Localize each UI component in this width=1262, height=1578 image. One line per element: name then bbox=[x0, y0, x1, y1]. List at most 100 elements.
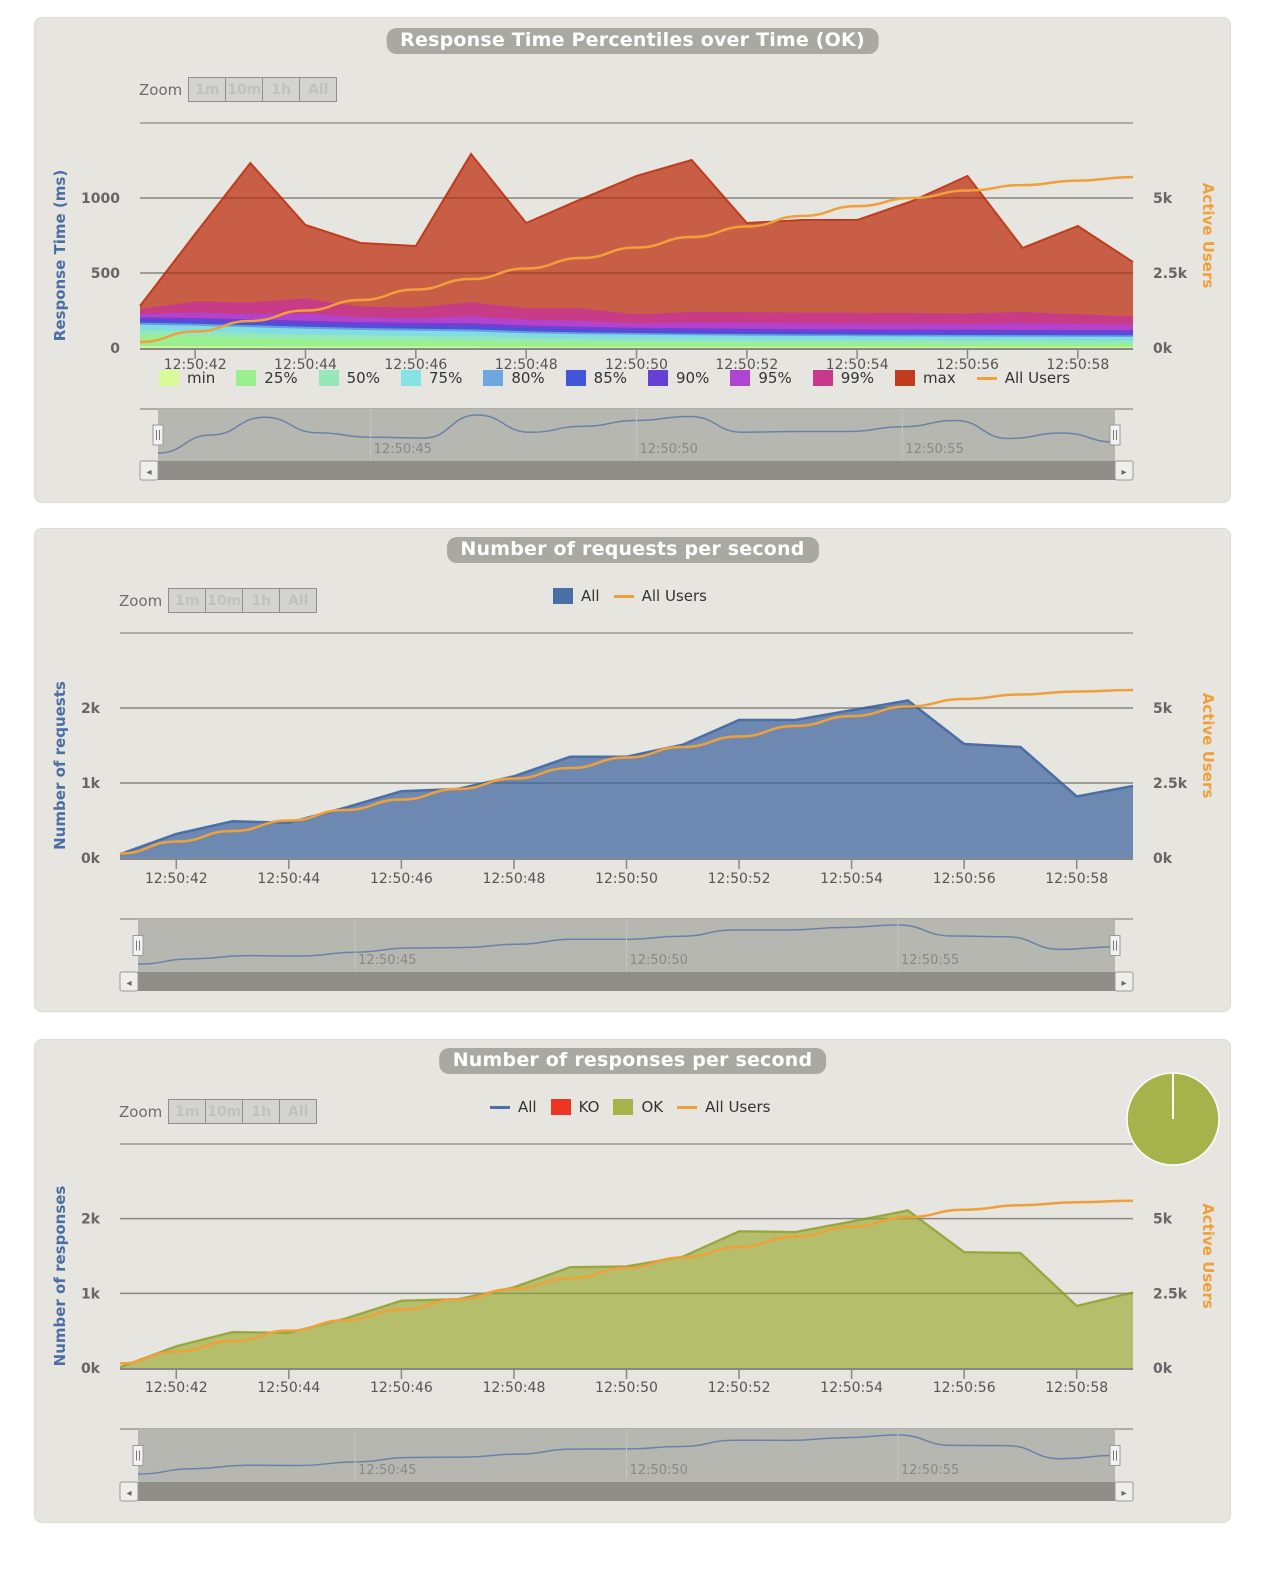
legend-item[interactable]: All Users bbox=[613, 587, 707, 605]
navigator-tick-label: 12:50:55 bbox=[901, 1463, 959, 1478]
legend-label: All Users bbox=[1004, 369, 1071, 387]
navigator-left-handle[interactable] bbox=[152, 424, 164, 446]
zoom-controls: Zoom 1m 10m 1h All bbox=[139, 77, 338, 102]
x-tick-label: 12:50:56 bbox=[933, 871, 996, 887]
legend-item[interactable]: KO bbox=[550, 1098, 600, 1116]
legend-label: 99% bbox=[840, 369, 875, 387]
scroll-button bbox=[1114, 1481, 1134, 1502]
legend-swatch bbox=[236, 370, 257, 386]
scrollbar-thumb[interactable] bbox=[158, 461, 1115, 480]
x-tick-label: 12:50:48 bbox=[482, 871, 545, 887]
zoom-10m-button[interactable]: 10m bbox=[205, 1099, 244, 1124]
zoom-1m-button[interactable]: 1m bbox=[188, 77, 227, 102]
scrollbar-left-arrow[interactable]: ◂ bbox=[119, 1481, 139, 1502]
y2-axis-title: Active Users bbox=[1199, 693, 1217, 799]
x-tick-label: 12:50:44 bbox=[257, 871, 320, 887]
x-tick-label: 12:50:56 bbox=[933, 1380, 996, 1396]
legend-item[interactable]: All bbox=[490, 1098, 537, 1116]
y-tick-label: 2k bbox=[81, 1212, 101, 1228]
y2-tick-label: 2.5k bbox=[1153, 776, 1188, 792]
navigator-right-handle[interactable] bbox=[1109, 935, 1121, 956]
x-tick-label: 12:50:56 bbox=[936, 357, 999, 373]
legend-item[interactable]: All Users bbox=[976, 369, 1071, 387]
scroll-button bbox=[139, 460, 159, 481]
zoom-1h-button[interactable]: 1h bbox=[262, 77, 301, 102]
x-tick-label: 12:50:48 bbox=[495, 357, 558, 373]
scrollbar-left-arrow[interactable]: ◂ bbox=[139, 460, 159, 481]
navigator-tick-label: 12:50:55 bbox=[905, 442, 963, 457]
handle-box bbox=[132, 1445, 144, 1466]
legend-item[interactable]: max bbox=[895, 369, 956, 387]
scrollbar-thumb[interactable] bbox=[138, 1482, 1115, 1501]
y2-tick-label: 5k bbox=[1153, 191, 1173, 207]
zoom-10m-button[interactable]: 10m bbox=[225, 77, 264, 102]
legend-item[interactable]: OK bbox=[613, 1098, 663, 1116]
zoom-all-button[interactable]: All bbox=[299, 77, 338, 102]
zoom-all-button[interactable]: All bbox=[279, 1099, 318, 1124]
y2-tick-label: 2.5k bbox=[1153, 1286, 1188, 1302]
y-tick-label: 0k bbox=[81, 1361, 101, 1377]
legend-item[interactable]: 75% bbox=[400, 369, 462, 387]
scrollbar-right-arrow[interactable]: ▸ bbox=[1114, 971, 1134, 992]
legend-line-swatch bbox=[677, 1105, 698, 1109]
legend-swatch bbox=[613, 1099, 634, 1115]
navigator-left-handle[interactable] bbox=[132, 1445, 144, 1466]
requests-panel: 0k 1k 2k 0k 2.5k 5k Number of requests Active U… bbox=[34, 528, 1231, 1012]
legend-line-swatch bbox=[490, 1105, 510, 1109]
zoom-all-button[interactable]: All bbox=[279, 588, 318, 613]
zoom-1h-button[interactable]: 1h bbox=[242, 1099, 281, 1124]
scrollbar-right-arrow[interactable]: ▸ bbox=[1114, 460, 1134, 481]
response-time-panel: 0 500 1000 0k 2.5k 5k Response Time (ms) Active… bbox=[34, 17, 1231, 503]
scrollbar-right-arrow[interactable]: ▸ bbox=[1114, 1481, 1134, 1502]
x-tick-label: 12:50:44 bbox=[257, 1380, 320, 1396]
y2-tick-label: 0k bbox=[1153, 1361, 1173, 1377]
legend-swatch bbox=[318, 370, 339, 386]
scrollbar-left-arrow[interactable]: ◂ bbox=[119, 971, 139, 992]
y2-tick-label: 0k bbox=[1153, 851, 1173, 867]
legend-item[interactable]: 25% bbox=[236, 369, 298, 387]
x-tick-label: 12:50:48 bbox=[482, 1380, 545, 1396]
legend-item[interactable]: All Users bbox=[677, 1098, 770, 1116]
left-arrow-icon: ◂ bbox=[126, 978, 131, 989]
y2-tick-label: 5k bbox=[1153, 701, 1173, 717]
legend-item[interactable]: 80% bbox=[483, 369, 545, 387]
legend-item[interactable]: 85% bbox=[565, 369, 627, 387]
y-tick-label: 2k bbox=[81, 701, 101, 717]
navigator-right-handle[interactable] bbox=[1109, 1445, 1121, 1466]
zoom-1h-button[interactable]: 1h bbox=[242, 588, 281, 613]
y2-tick-label: 5k bbox=[1153, 1212, 1173, 1228]
legend-item[interactable]: All bbox=[553, 587, 600, 605]
legend-label: All Users bbox=[705, 1098, 771, 1116]
legend-label: KO bbox=[578, 1098, 600, 1116]
line-all-users bbox=[139, 175, 1134, 344]
scrollbar-thumb[interactable] bbox=[138, 972, 1115, 991]
area-max bbox=[140, 154, 1133, 348]
x-tick-label: 12:50:46 bbox=[370, 1380, 433, 1396]
legend-swatch bbox=[483, 370, 504, 386]
handle-box bbox=[1109, 935, 1121, 956]
y-tick-label: 1000 bbox=[81, 191, 120, 207]
handle-box bbox=[132, 935, 144, 956]
navigator-left-handle[interactable] bbox=[132, 935, 144, 956]
legend-item[interactable]: 95% bbox=[730, 369, 792, 387]
area-25pct bbox=[140, 334, 1133, 348]
scroll-button bbox=[119, 971, 139, 992]
legend-item[interactable]: 50% bbox=[318, 369, 380, 387]
legend-item[interactable]: min bbox=[159, 369, 215, 387]
navigator-tick-label: 12:50:45 bbox=[358, 1463, 416, 1478]
legend: All KO OK All Users bbox=[490, 1098, 784, 1116]
y2-tick-label: 2.5k bbox=[1153, 266, 1188, 282]
legend-label: All Users bbox=[641, 587, 707, 605]
zoom-1m-button[interactable]: 1m bbox=[168, 588, 207, 613]
legend-label: min bbox=[187, 369, 216, 387]
zoom-1m-button[interactable]: 1m bbox=[168, 1099, 207, 1124]
navigator-right-handle[interactable] bbox=[1109, 424, 1121, 446]
legend-swatch bbox=[565, 370, 586, 386]
x-tick-label: 12:50:46 bbox=[384, 357, 447, 373]
legend-item[interactable]: 99% bbox=[812, 369, 875, 387]
legend-swatch bbox=[648, 370, 669, 386]
chart-title: Number of responses per second bbox=[438, 1048, 827, 1074]
zoom-controls: Zoom 1m 10m 1h All bbox=[119, 588, 318, 613]
legend-item[interactable]: 90% bbox=[648, 369, 709, 387]
zoom-10m-button[interactable]: 10m bbox=[205, 588, 244, 613]
